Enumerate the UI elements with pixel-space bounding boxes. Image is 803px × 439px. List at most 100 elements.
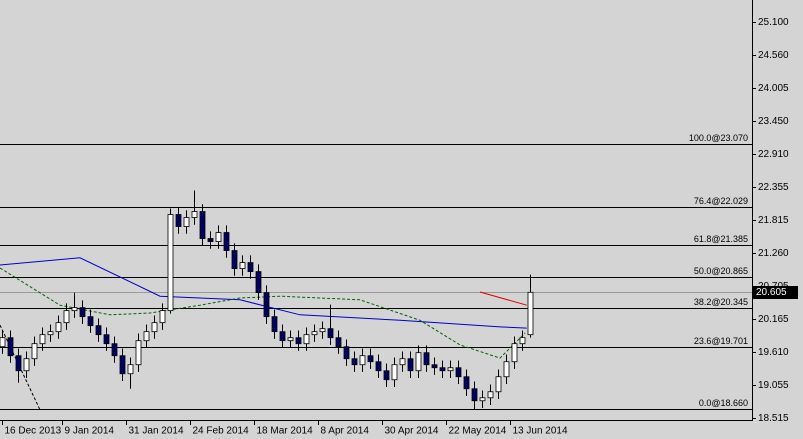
candle-body: [519, 337, 526, 345]
candle-body: [159, 310, 166, 324]
candle-body: [399, 358, 406, 366]
y-tick-label: 20.165: [758, 314, 789, 325]
candle-body: [495, 376, 502, 393]
candle-body: [199, 211, 206, 239]
x-tick-label: 8 Apr 2014: [321, 426, 370, 437]
candle-body: [167, 214, 174, 312]
y-tick-label: 22.910: [758, 149, 789, 160]
fib-label: 100.0@23.070: [689, 133, 748, 143]
candle-body: [407, 358, 414, 372]
candle-body: [103, 334, 110, 345]
candle-body: [135, 340, 142, 366]
y-tick-label: 21.260: [758, 248, 789, 259]
x-tick-label: 30 Apr 2014: [385, 426, 439, 437]
indicator-line: [479, 291, 527, 306]
y-tick-label: 18.515: [758, 413, 789, 424]
fib-label: 61.8@21.385: [694, 234, 748, 244]
fib-label: 50.0@20.865: [694, 266, 748, 276]
candle-body: [0, 337, 6, 348]
candle-body: [271, 316, 278, 333]
candle-body: [111, 343, 118, 357]
x-tick-label: 24 Feb 2014: [193, 426, 250, 437]
candle-body: [71, 307, 78, 312]
indicator-line: [0, 257, 527, 329]
candle-body: [15, 355, 22, 372]
indicator-line: [0, 267, 526, 359]
price-box-bg: [753, 286, 798, 299]
fib-label: 38.2@20.345: [694, 297, 748, 307]
candle-body: [303, 334, 310, 345]
x-tick-label: 16 Dec 2013: [5, 426, 62, 437]
candle-body: [215, 232, 222, 242]
x-tick-label: 9 Jan 2014: [65, 426, 115, 437]
y-tick-label: 24.560: [758, 50, 789, 61]
y-tick-label: 25.100: [758, 17, 789, 28]
candle-body: [239, 262, 246, 269]
fib-label: 0.0@18.660: [699, 398, 748, 408]
candle-body: [503, 361, 510, 378]
y-tick-label: 21.815: [758, 215, 789, 226]
candle-body: [119, 355, 126, 375]
candle-body: [391, 364, 398, 381]
candle-body: [39, 334, 46, 345]
candle-body: [247, 262, 254, 272]
fib-label: 76.4@22.029: [694, 196, 748, 206]
candle-body: [223, 232, 230, 251]
candle-body: [423, 352, 430, 366]
candle-body: [295, 337, 302, 345]
candle-body: [311, 331, 318, 336]
candle-body: [175, 214, 182, 227]
candle-body: [31, 343, 38, 360]
candle-body: [527, 291, 534, 336]
candle-body: [231, 250, 238, 269]
candle-body: [471, 388, 478, 402]
candle-body: [335, 337, 342, 348]
candle-body: [207, 238, 214, 242]
candle-body: [279, 331, 286, 342]
y-tick-label: 19.610: [758, 347, 789, 358]
candle-body: [359, 355, 366, 366]
candle-body: [487, 391, 494, 399]
candle-body: [367, 355, 374, 363]
candle-body: [23, 358, 30, 372]
candle-body: [383, 370, 390, 381]
y-tick-label: 23.450: [758, 116, 789, 127]
candle-body: [263, 292, 270, 318]
price-box: 20.605: [753, 286, 798, 299]
price-box-label: 20.605: [756, 287, 787, 298]
y-tick-label: 22.355: [758, 182, 789, 193]
candle-body: [343, 346, 350, 360]
candle-body: [127, 364, 134, 375]
candle-body: [47, 331, 54, 336]
candle-body: [183, 217, 190, 227]
y-tick-label: 19.055: [758, 380, 789, 391]
candle-body: [7, 337, 14, 357]
candle-body: [415, 352, 422, 372]
candle-body: [479, 397, 486, 402]
candle-body: [447, 367, 454, 372]
plot-area: [0, 144, 752, 411]
candle-body: [191, 211, 198, 218]
x-tick-label: 13 Jun 2014: [513, 426, 568, 437]
candle-body: [287, 337, 294, 342]
candle-body: [55, 322, 62, 333]
candle-body: [455, 367, 462, 378]
fib-label: 23.6@19.701: [694, 336, 748, 346]
candle-body: [63, 310, 70, 324]
candle-body: [143, 331, 150, 342]
candle-body: [95, 325, 102, 336]
candle-body: [375, 361, 382, 372]
candle-body: [87, 316, 94, 327]
candle-body: [351, 358, 358, 366]
x-tick-label: 18 Mar 2014: [257, 426, 314, 437]
candle-body: [511, 343, 518, 363]
candle-body: [151, 322, 158, 333]
candle-body: [79, 307, 86, 318]
candle-body: [319, 328, 326, 333]
x-tick-label: 31 Jan 2014: [129, 426, 184, 437]
candle-body: [439, 367, 446, 372]
y-tick-label: 24.005: [758, 83, 789, 94]
candle-body: [463, 376, 470, 390]
